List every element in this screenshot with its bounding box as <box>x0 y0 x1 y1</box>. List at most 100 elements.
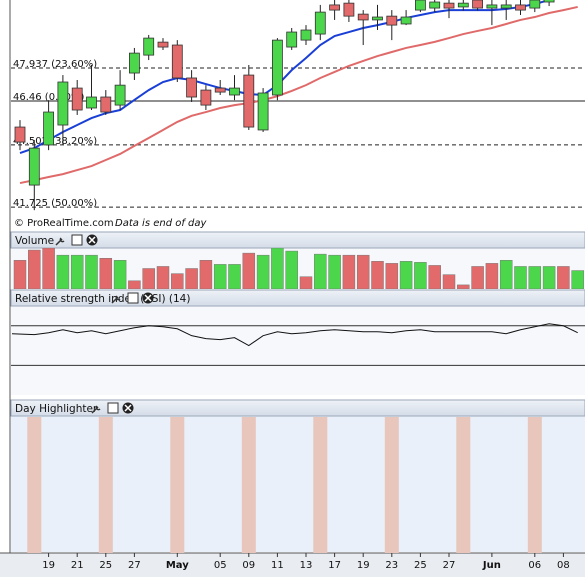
volume-bar <box>142 268 155 289</box>
level-label: 41.725 (50.00%) <box>13 198 97 209</box>
x-tick-label: 05 <box>214 560 227 571</box>
x-tick-label: 25 <box>99 560 112 571</box>
volume-bar <box>442 274 456 289</box>
panel-button[interactable] <box>88 236 96 244</box>
level-label: 44.502 (38.20%) <box>13 136 97 147</box>
rsi-plot <box>11 323 585 366</box>
volume-bar <box>113 260 127 289</box>
panel-button[interactable] <box>111 295 121 304</box>
candle-body <box>329 4 341 11</box>
candle-body <box>229 87 240 96</box>
day-highlight <box>527 417 542 553</box>
volume-bar <box>299 276 313 289</box>
volume-bar <box>99 258 113 289</box>
x-tick-label: May <box>166 560 189 571</box>
volume-bar <box>42 248 55 289</box>
panel-button[interactable] <box>124 404 132 412</box>
candle-body <box>243 74 255 128</box>
x-tick-label: 08 <box>557 560 570 571</box>
volume-plot <box>13 248 584 289</box>
candle-body <box>414 0 426 11</box>
note: Data is end of day <box>115 218 208 229</box>
x-tick-label: 11 <box>271 560 284 571</box>
volume-bar <box>199 260 213 289</box>
candle-body <box>171 44 183 79</box>
x-tick-label: 17 <box>328 560 341 571</box>
volume-bar <box>256 254 270 289</box>
candle-body <box>286 31 298 48</box>
candle-body <box>114 84 126 106</box>
candle-body <box>343 2 355 17</box>
candle-body <box>500 4 512 9</box>
panel-icons <box>55 234 154 414</box>
volume-bar <box>471 266 484 289</box>
volume-bar <box>499 260 513 289</box>
volume-bar <box>271 248 284 289</box>
panel-button[interactable] <box>144 294 152 302</box>
candle-body <box>515 4 526 11</box>
panel-button[interactable] <box>71 234 83 246</box>
level-label: 46.46 (0.00%) <box>13 92 84 103</box>
volume-bar <box>314 253 327 289</box>
volume-bar <box>171 273 184 289</box>
x-tick-label: 09 <box>242 560 255 571</box>
volume-bar <box>342 254 356 289</box>
candle-body <box>100 96 112 113</box>
candle-body <box>71 87 83 111</box>
candle-body <box>386 15 398 26</box>
panel-button[interactable] <box>55 237 65 246</box>
volume-bar <box>356 254 370 289</box>
x-tick-label: 06 <box>528 560 541 571</box>
x-tick-label: 21 <box>71 560 84 571</box>
volume-bar <box>399 261 413 289</box>
volume-bar <box>542 266 556 289</box>
candle-body <box>28 147 40 186</box>
volume-title: Volume <box>15 235 54 247</box>
candle-body <box>357 13 369 21</box>
rsi-header <box>10 289 585 307</box>
day-highlight <box>241 417 256 553</box>
candle-body <box>472 0 484 9</box>
panel-button[interactable] <box>91 405 101 414</box>
volume-bar <box>571 270 584 289</box>
x-tick-label: 13 <box>300 560 313 571</box>
moving-average <box>19 0 553 154</box>
x-tick-label: 23 <box>385 560 398 571</box>
candle-body <box>400 16 412 25</box>
highlighter-panel <box>11 416 585 552</box>
candle-body <box>314 11 326 35</box>
day-highlight <box>98 417 113 553</box>
panel-button[interactable] <box>127 292 139 304</box>
x-tick-label: 19 <box>357 560 370 571</box>
source: © ProRealTime.com <box>14 218 114 229</box>
x-tick-label: 27 <box>443 560 456 571</box>
moving-average <box>19 5 578 185</box>
candle-body <box>457 2 469 8</box>
day-highlight <box>313 417 328 553</box>
volume-bar <box>156 266 170 289</box>
volume-bar <box>414 262 427 289</box>
volume-bar <box>514 266 527 289</box>
volume-bar <box>70 254 84 289</box>
x-tick-label: 19 <box>42 560 55 571</box>
volume-bar <box>242 252 256 289</box>
candle-body <box>157 41 169 48</box>
volume-bar <box>85 254 98 289</box>
panel-button[interactable] <box>107 402 119 414</box>
candle-body <box>429 1 441 9</box>
volume-bar <box>56 254 70 289</box>
volume-bar <box>371 261 384 289</box>
rsi-title: Relative strength index (RSI) (14) <box>15 293 190 305</box>
level-label: 47.937 (23.60%) <box>13 59 97 70</box>
candle-body <box>300 29 312 41</box>
candle-body <box>200 89 212 106</box>
volume-bar <box>528 266 542 289</box>
price-panel <box>11 0 585 230</box>
highlighter-header <box>10 399 585 417</box>
volume-bar <box>28 249 41 289</box>
volume-header <box>10 231 585 249</box>
candle-body <box>14 126 26 143</box>
day-highlight <box>456 417 471 553</box>
volume-bar <box>385 263 399 289</box>
